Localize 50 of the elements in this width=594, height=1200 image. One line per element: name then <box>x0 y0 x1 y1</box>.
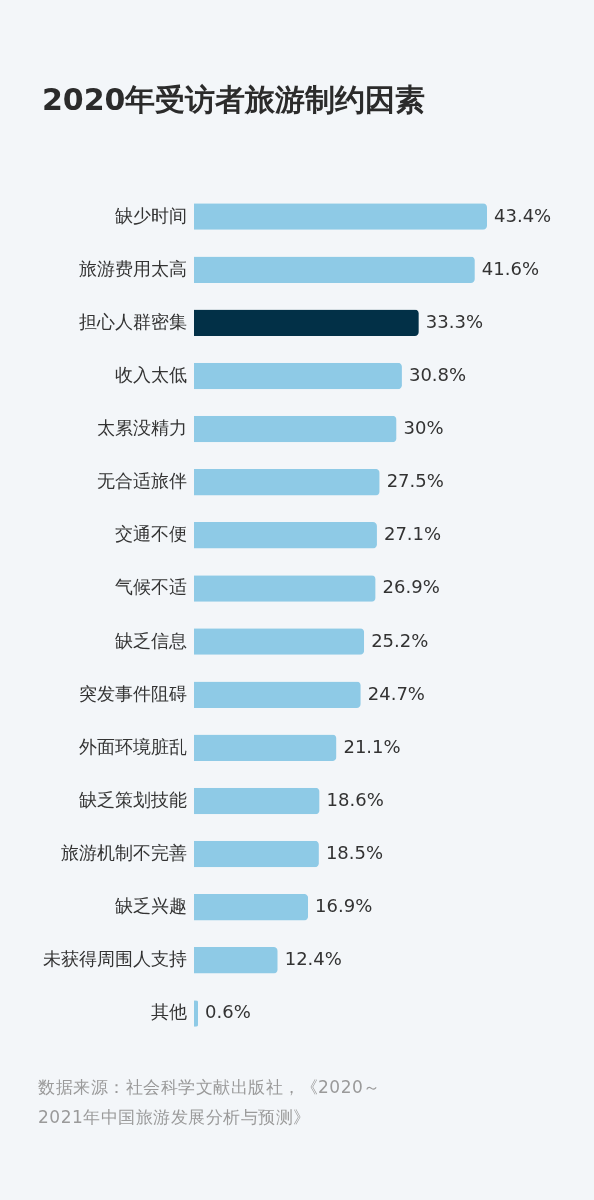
bar <box>194 468 380 496</box>
bar <box>194 575 376 602</box>
y-tick-label: 交通不便 <box>114 523 187 545</box>
y-tick-label: 旅游费用太高 <box>78 257 187 279</box>
y-tick-label: 未获得周围人支持 <box>42 948 187 970</box>
data-label: 27.5% <box>386 470 444 492</box>
data-label: 24.7% <box>367 682 425 704</box>
data-label: 30.8% <box>408 363 467 385</box>
bar <box>194 256 475 283</box>
bar <box>194 947 278 974</box>
y-tick-label: 旅游机制不完善 <box>60 842 187 864</box>
data-label: 18.6% <box>326 788 384 810</box>
data-label: 27.1% <box>383 523 442 545</box>
y-tick-label: 缺乏信息 <box>114 629 187 651</box>
chart-title: 2020年受访者旅游制约因素 <box>42 82 426 117</box>
y-tick-label: 收入太低 <box>114 363 187 385</box>
data-label: 30% <box>403 417 444 439</box>
bar <box>194 840 319 868</box>
bar <box>194 362 402 390</box>
source-note: 数据来源：社会科学文献出版社，《2020～2021年中国旅游发展分析与预测》 <box>38 1076 382 1129</box>
data-label: 21.1% <box>343 735 401 757</box>
bar <box>194 787 320 815</box>
y-tick-label: 缺少时间 <box>114 204 187 226</box>
data-label: 0.6% <box>205 1001 251 1023</box>
y-tick-label: 缺乏兴趣 <box>114 895 187 917</box>
data-label: 16.9% <box>315 895 373 917</box>
y-tick-label: 缺乏策划技能 <box>78 788 187 810</box>
bar <box>194 681 361 708</box>
bar <box>194 522 377 549</box>
bar <box>194 628 365 655</box>
data-label: 33.3% <box>425 310 483 332</box>
bar <box>194 415 397 443</box>
bar <box>194 203 487 230</box>
y-tick-label: 外面环境脏乱 <box>78 735 187 757</box>
bar <box>194 1000 199 1027</box>
y-tick-label: 气候不适 <box>114 576 187 598</box>
bar <box>194 734 337 762</box>
y-tick-label: 太累没精力 <box>96 417 187 439</box>
data-label: 25.2% <box>371 629 429 651</box>
y-tick-label: 其他 <box>150 1001 187 1023</box>
data-label: 43.4% <box>494 204 552 226</box>
data-label: 26.9% <box>382 576 440 598</box>
data-label: 18.5% <box>325 842 384 864</box>
y-tick-label: 无合适旅伴 <box>96 470 187 492</box>
bar <box>194 893 309 921</box>
bar <box>194 309 419 337</box>
y-tick-label: 担心人群密集 <box>78 310 187 332</box>
y-tick-label: 突发事件阻碍 <box>78 682 187 704</box>
data-label: 12.4% <box>284 948 342 970</box>
data-label: 41.6% <box>481 257 540 279</box>
